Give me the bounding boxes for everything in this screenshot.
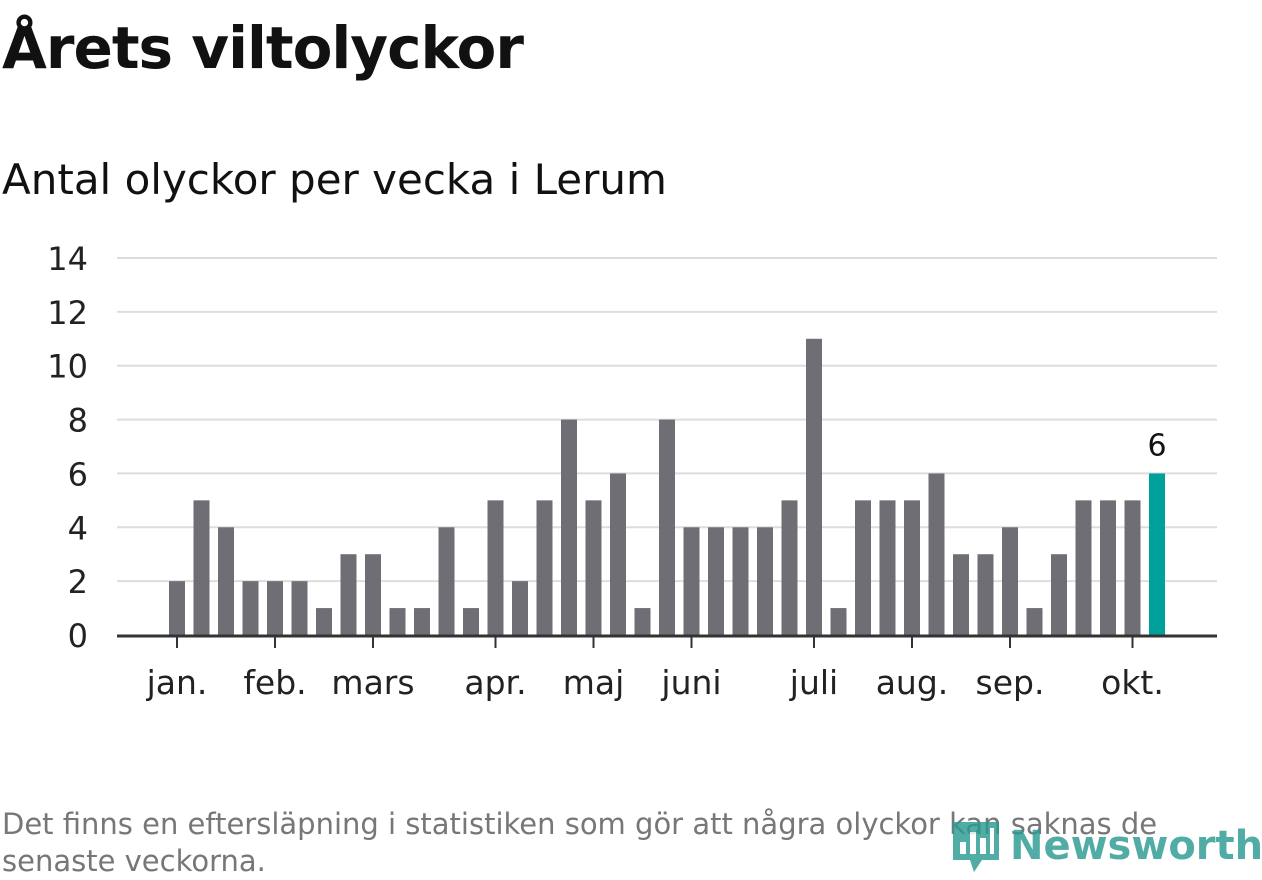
bar <box>879 500 896 635</box>
bar <box>193 500 210 635</box>
bar <box>953 554 969 635</box>
y-tick-label: 8 <box>68 402 88 440</box>
bar <box>830 608 847 635</box>
y-tick-label: 0 <box>68 617 88 655</box>
highlight-data-label: 6 <box>1147 428 1166 463</box>
bar <box>708 527 724 635</box>
bar <box>291 581 308 635</box>
bar <box>561 419 577 635</box>
bar <box>242 581 259 635</box>
bar <box>218 527 234 635</box>
chart-title: Årets viltolyckor <box>2 14 524 82</box>
brand-name: Newsworthy <box>1010 823 1262 869</box>
bar <box>683 527 700 635</box>
bar <box>438 527 455 635</box>
bar <box>1002 527 1018 635</box>
x-tick-label: jan. <box>146 663 208 702</box>
bar <box>659 419 675 635</box>
x-tick-label: okt. <box>1101 663 1164 702</box>
bar <box>340 554 357 635</box>
bar <box>855 500 871 635</box>
y-tick-label: 2 <box>68 563 88 601</box>
bar <box>585 500 602 635</box>
bar <box>389 608 406 635</box>
bar <box>169 581 185 635</box>
bar <box>806 338 822 635</box>
bar <box>634 608 651 635</box>
bar <box>463 608 479 635</box>
bar <box>1075 500 1092 635</box>
bar <box>1124 500 1141 635</box>
bar-chart: 6 0 2 4 6 8 10 12 14 jan. feb. mars apr. maj juni juli… <box>47 240 1217 702</box>
x-tick-label: apr. <box>464 663 526 702</box>
x-tick-label: mars <box>331 663 414 702</box>
y-tick-label: 4 <box>68 509 88 547</box>
bar <box>781 500 798 635</box>
y-tick-label: 14 <box>47 240 88 278</box>
bar <box>757 527 773 635</box>
bar <box>977 554 994 635</box>
bar <box>267 581 283 635</box>
axis-layer: 0 2 4 6 8 10 12 14 jan. feb. mars apr. maj juni juli au… <box>47 240 1217 702</box>
bar <box>610 473 626 635</box>
bar <box>365 554 381 635</box>
bar <box>1026 608 1043 635</box>
bar <box>414 608 430 635</box>
y-tick-label: 6 <box>68 455 88 493</box>
bar <box>536 500 553 635</box>
bar <box>904 500 920 635</box>
bar <box>512 581 528 635</box>
bar <box>732 527 749 635</box>
x-tick-label: juli <box>789 663 838 702</box>
x-tick-label: aug. <box>876 663 949 702</box>
bar <box>1100 500 1116 635</box>
bar <box>316 608 332 635</box>
bar <box>1051 554 1067 635</box>
bar-highlight <box>1149 473 1165 635</box>
newsworthy-logo-icon <box>953 822 999 872</box>
y-tick-label: 10 <box>47 348 88 386</box>
bar <box>487 500 504 635</box>
bar <box>928 473 945 635</box>
x-tick-label: sep. <box>976 663 1045 702</box>
brand-logo: Newsworthy <box>950 816 1262 876</box>
x-tick-label: maj <box>563 663 625 702</box>
x-tick-label: feb. <box>243 663 306 702</box>
y-tick-label: 12 <box>47 294 88 332</box>
x-tick-label: juni <box>660 663 721 702</box>
bar-layer: 6 <box>169 338 1167 635</box>
chart-subtitle: Antal olyckor per vecka i Lerum <box>2 155 667 204</box>
